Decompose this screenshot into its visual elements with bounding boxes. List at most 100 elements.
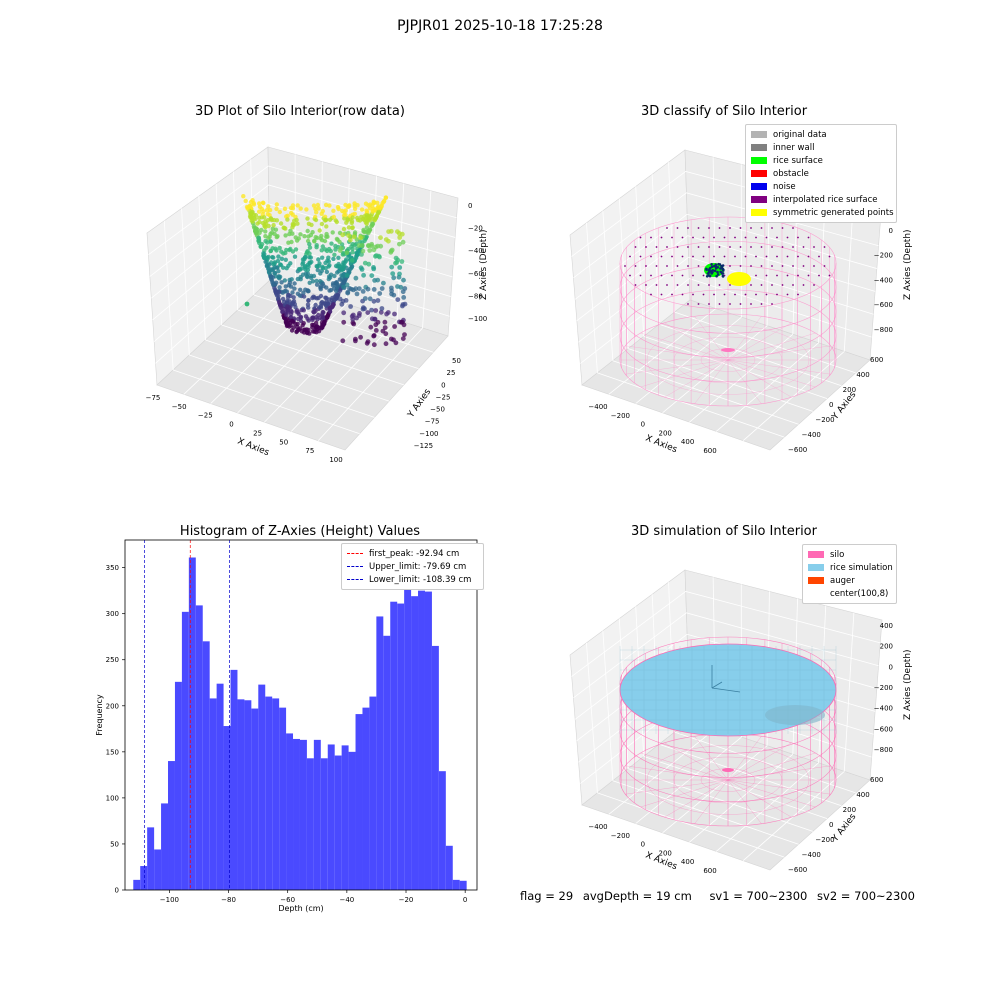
interpolated-point bbox=[765, 236, 768, 239]
interpolated-point bbox=[650, 255, 652, 258]
raw-point bbox=[347, 237, 353, 243]
raw-point bbox=[294, 309, 299, 314]
interpolated-point bbox=[781, 284, 784, 286]
raw-point bbox=[274, 206, 279, 212]
interpolated-point bbox=[750, 303, 752, 305]
legend-label: center(100,8) bbox=[830, 588, 889, 599]
raw-point bbox=[346, 225, 352, 230]
grid-line bbox=[628, 348, 813, 412]
interpolated-point bbox=[718, 303, 721, 305]
floor-pane bbox=[581, 299, 871, 451]
raw-point bbox=[274, 218, 280, 223]
interpolated-point bbox=[729, 284, 731, 286]
raw-point bbox=[319, 221, 325, 227]
histogram-bar bbox=[369, 696, 377, 890]
raw-point bbox=[298, 206, 303, 211]
raw-point bbox=[369, 214, 374, 219]
histogram-panel-title: Histogram of Z-Axies (Height) Values bbox=[179, 524, 421, 539]
interpolated-point bbox=[776, 236, 778, 239]
silo-center-mark bbox=[722, 768, 734, 772]
raw-y-tick-label: −25 bbox=[436, 393, 451, 401]
raw-point bbox=[272, 270, 278, 276]
x-tick-label: 0 bbox=[641, 841, 645, 849]
raw-point bbox=[331, 302, 336, 308]
legend-label: auger bbox=[830, 575, 855, 586]
interpolated-point bbox=[739, 227, 742, 229]
raw-point bbox=[332, 298, 337, 303]
classify-legend: original data inner wall rice surface obsta… bbox=[745, 124, 897, 223]
surface-depression bbox=[765, 705, 825, 725]
legend-label: noise bbox=[773, 181, 796, 192]
legend-line-sample bbox=[347, 553, 363, 554]
raw-point bbox=[359, 243, 365, 248]
classify-interpolated-surface bbox=[624, 227, 831, 305]
raw-panel-title: 3D Plot of Silo Interior(row data) bbox=[195, 104, 405, 119]
raw-point bbox=[311, 203, 317, 208]
y-tick-label: 200 bbox=[843, 806, 856, 814]
grid-line bbox=[659, 743, 842, 807]
raw-point bbox=[314, 210, 319, 215]
interpolated-point bbox=[729, 227, 731, 229]
interpolated-point bbox=[771, 284, 773, 286]
raw-point bbox=[369, 316, 375, 322]
interpolated-point bbox=[692, 293, 694, 296]
raw-point bbox=[288, 293, 293, 299]
raw-point bbox=[282, 278, 287, 283]
raw-point bbox=[310, 295, 315, 301]
interpolated-point bbox=[639, 236, 642, 239]
raw-point bbox=[304, 207, 309, 212]
raw-point bbox=[361, 272, 366, 278]
noise-point bbox=[705, 275, 709, 278]
grid-line bbox=[712, 157, 717, 309]
raw-point bbox=[373, 308, 379, 313]
raw-point bbox=[349, 258, 355, 263]
noise-point bbox=[708, 274, 712, 278]
y-tick-label: 400 bbox=[856, 791, 869, 799]
interpolated-point bbox=[781, 227, 784, 229]
raw-point bbox=[352, 230, 358, 235]
raw-x-tick-label: 100 bbox=[329, 456, 342, 464]
raw-point bbox=[397, 235, 403, 240]
z-tick-label: −200 bbox=[874, 252, 893, 260]
interpolated-point bbox=[750, 227, 752, 229]
grid-line bbox=[205, 339, 390, 402]
raw-point bbox=[320, 208, 325, 214]
sv2-text: sv2 = 700~2300 bbox=[817, 889, 915, 903]
raw-point bbox=[290, 223, 296, 228]
interpolated-point bbox=[744, 236, 747, 239]
histogram-bar bbox=[237, 699, 245, 890]
x-tick-label: 400 bbox=[681, 858, 694, 866]
raw-point bbox=[319, 248, 324, 253]
legend-entry: first_peak: -92.94 cm bbox=[347, 547, 478, 560]
raw-point bbox=[337, 248, 343, 254]
histogram-bar bbox=[355, 714, 363, 890]
interpolated-point bbox=[666, 227, 668, 229]
interpolated-point bbox=[739, 265, 742, 267]
raw-point bbox=[292, 281, 297, 286]
grid-line bbox=[597, 792, 785, 858]
histogram-bar bbox=[202, 641, 210, 890]
interpolated-point bbox=[792, 246, 794, 248]
raw-point bbox=[323, 260, 328, 266]
raw-z-tick-label: −20 bbox=[468, 225, 483, 233]
y-tick-label: 400 bbox=[856, 371, 869, 379]
raw-point bbox=[352, 243, 357, 248]
grid-line bbox=[612, 780, 799, 845]
interpolated-point bbox=[813, 284, 815, 286]
histogram-bar bbox=[390, 601, 398, 890]
histogram-bar bbox=[272, 698, 280, 890]
interpolated-point bbox=[718, 284, 721, 286]
raw-point bbox=[323, 217, 329, 223]
raw-axis-ticks: −75−50−25025507510050250−25−50−75−100−12… bbox=[146, 202, 488, 464]
interpolated-point bbox=[776, 293, 778, 296]
raw-point bbox=[276, 274, 281, 279]
grid-line bbox=[233, 171, 239, 311]
raw-point bbox=[265, 211, 270, 217]
raw-point bbox=[346, 204, 352, 209]
interpolated-point bbox=[697, 246, 700, 248]
legend-entry: obstacle bbox=[751, 167, 891, 180]
raw-point bbox=[336, 255, 341, 260]
raw-point bbox=[389, 264, 395, 270]
raw-point bbox=[314, 324, 319, 329]
histogram-bar bbox=[133, 879, 141, 890]
